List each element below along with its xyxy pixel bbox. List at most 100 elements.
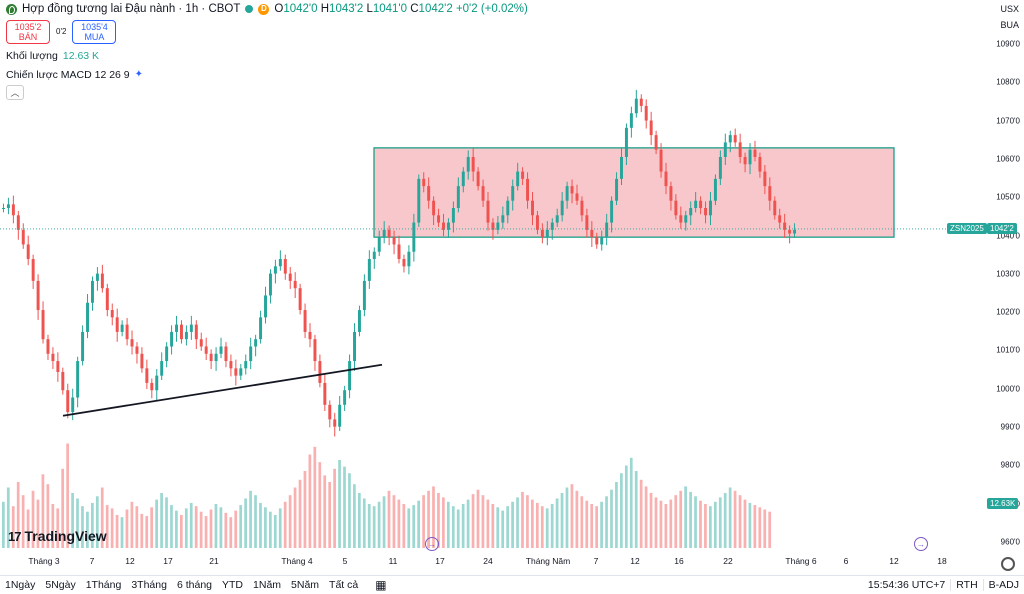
time-tick: 5 xyxy=(342,556,348,566)
candle-body xyxy=(254,339,258,347)
range-button[interactable]: 3Tháng xyxy=(131,579,167,591)
symbol-title[interactable]: Hợp đồng tương lai Đậu nành · 1h · CBOT xyxy=(22,3,241,15)
time-tick: Tháng 4 xyxy=(281,556,313,566)
candle-body xyxy=(590,229,594,238)
price-axis[interactable]: USX BUA 1090'0 1080'0 1070'0 1060'0 1050'0 10… xyxy=(985,0,1024,552)
volume-bar xyxy=(278,508,282,548)
range-button[interactable]: 1Ngày xyxy=(5,579,36,591)
collapse-legend-button[interactable]: ︿ xyxy=(6,85,24,100)
volume-bar xyxy=(506,506,510,548)
candle-body xyxy=(783,222,787,230)
unit-label[interactable]: BUA xyxy=(1000,20,1019,30)
volume-bar xyxy=(501,510,505,548)
time-tick: 7 xyxy=(593,556,599,566)
tradingview-logo[interactable]: 17 TradingView xyxy=(8,528,107,544)
candle-body xyxy=(501,215,505,223)
clock[interactable]: 15:54:36 UTC+7 xyxy=(867,579,946,591)
range-button[interactable]: 1Năm xyxy=(253,579,282,591)
volume-bar xyxy=(531,499,534,548)
candle-body xyxy=(377,237,381,252)
candle-body xyxy=(357,310,361,332)
volume-bar xyxy=(590,504,594,548)
volume-bar xyxy=(318,462,322,548)
candle-body xyxy=(303,310,307,332)
delay-badge[interactable]: D xyxy=(258,3,270,15)
volume-bar xyxy=(610,489,613,548)
settings-gear-icon[interactable] xyxy=(1001,557,1015,571)
time-tick: 21 xyxy=(209,556,219,566)
candle-body xyxy=(244,361,248,369)
volume-bar xyxy=(654,497,658,548)
candle-body xyxy=(669,186,673,201)
volume-bar xyxy=(689,491,692,548)
range-button[interactable]: 1Tháng xyxy=(85,579,122,591)
session-toggle[interactable]: RTH xyxy=(956,579,978,591)
volume-bar xyxy=(397,499,401,548)
candle-body xyxy=(654,135,658,150)
time-axis[interactable]: Tháng 3 7 12 17 21 Tháng 4 5 11 17 24 Tháng Năm 7 12… xyxy=(0,552,985,568)
volume-bar xyxy=(100,487,104,548)
buy-button[interactable]: 1035'4 MUA xyxy=(72,20,117,44)
macd-indicator[interactable]: Chiến lược MACD 12 26 9 ✦ xyxy=(6,69,144,81)
volume-bar xyxy=(387,490,391,548)
range-button[interactable]: Tất cả xyxy=(329,579,359,591)
candle-body xyxy=(763,171,767,187)
range-button[interactable]: 5Năm xyxy=(291,579,320,591)
last-price-badge: 1042'2 xyxy=(987,222,1017,234)
chart-pane[interactable] xyxy=(0,0,985,552)
candle-body xyxy=(392,237,396,245)
candle-body xyxy=(348,361,352,391)
time-tick: 17 xyxy=(163,556,173,566)
volume-bar xyxy=(61,468,65,548)
currency-label[interactable]: USX xyxy=(1000,4,1019,14)
calendar-icon[interactable]: ▦ xyxy=(375,578,387,592)
candle-body xyxy=(545,229,549,238)
time-tick: 24 xyxy=(483,556,493,566)
volume-bar xyxy=(328,482,332,548)
volume-bar xyxy=(264,507,267,548)
time-tick: 12 xyxy=(630,556,640,566)
volume-bar xyxy=(768,511,772,548)
market-status-icon[interactable] xyxy=(245,5,254,13)
candle-body xyxy=(209,353,213,362)
candle-body xyxy=(629,113,633,128)
volume-bar xyxy=(81,506,84,548)
candle-body xyxy=(476,171,480,187)
jump-arrow-icon[interactable]: → xyxy=(914,537,928,551)
range-button[interactable]: 5Ngày xyxy=(45,579,76,591)
volume-bar xyxy=(694,496,697,548)
candle-body xyxy=(165,346,169,362)
sparkle-icon[interactable]: ✦ xyxy=(134,69,144,80)
volume-bar xyxy=(516,497,519,548)
range-button[interactable]: YTD xyxy=(222,579,244,591)
volume-indicator[interactable]: Khối lượng 12.63 K xyxy=(6,50,100,62)
candle-body xyxy=(199,339,203,347)
price-chart[interactable] xyxy=(0,0,985,552)
candle-body xyxy=(204,346,208,354)
adjustment-toggle[interactable]: B-ADJ xyxy=(988,579,1019,591)
volume-bar xyxy=(704,504,707,548)
candle-body xyxy=(713,178,717,201)
candle-body xyxy=(639,98,643,106)
volume-bar xyxy=(145,516,149,548)
volume-bar xyxy=(165,497,168,548)
volume-bar xyxy=(535,502,539,548)
volume-bar xyxy=(357,493,361,548)
sell-button[interactable]: 1035'2 BÁN xyxy=(6,20,50,44)
candle-body xyxy=(268,273,272,296)
volume-bar xyxy=(184,508,188,548)
time-tick: 22 xyxy=(723,556,733,566)
candle-body xyxy=(249,346,253,362)
candle-body xyxy=(684,215,688,223)
volume-bar xyxy=(456,509,460,548)
candle-body xyxy=(175,324,179,332)
volume-bar xyxy=(130,501,134,548)
volume-bar xyxy=(199,511,203,548)
volume-bar xyxy=(466,499,470,548)
candle-body xyxy=(540,229,544,238)
jump-arrow-icon[interactable]: → xyxy=(425,537,439,551)
volume-bar xyxy=(738,495,742,548)
candle-body xyxy=(184,331,188,340)
candle-body xyxy=(778,215,782,223)
range-button[interactable]: 6 tháng xyxy=(176,579,213,591)
